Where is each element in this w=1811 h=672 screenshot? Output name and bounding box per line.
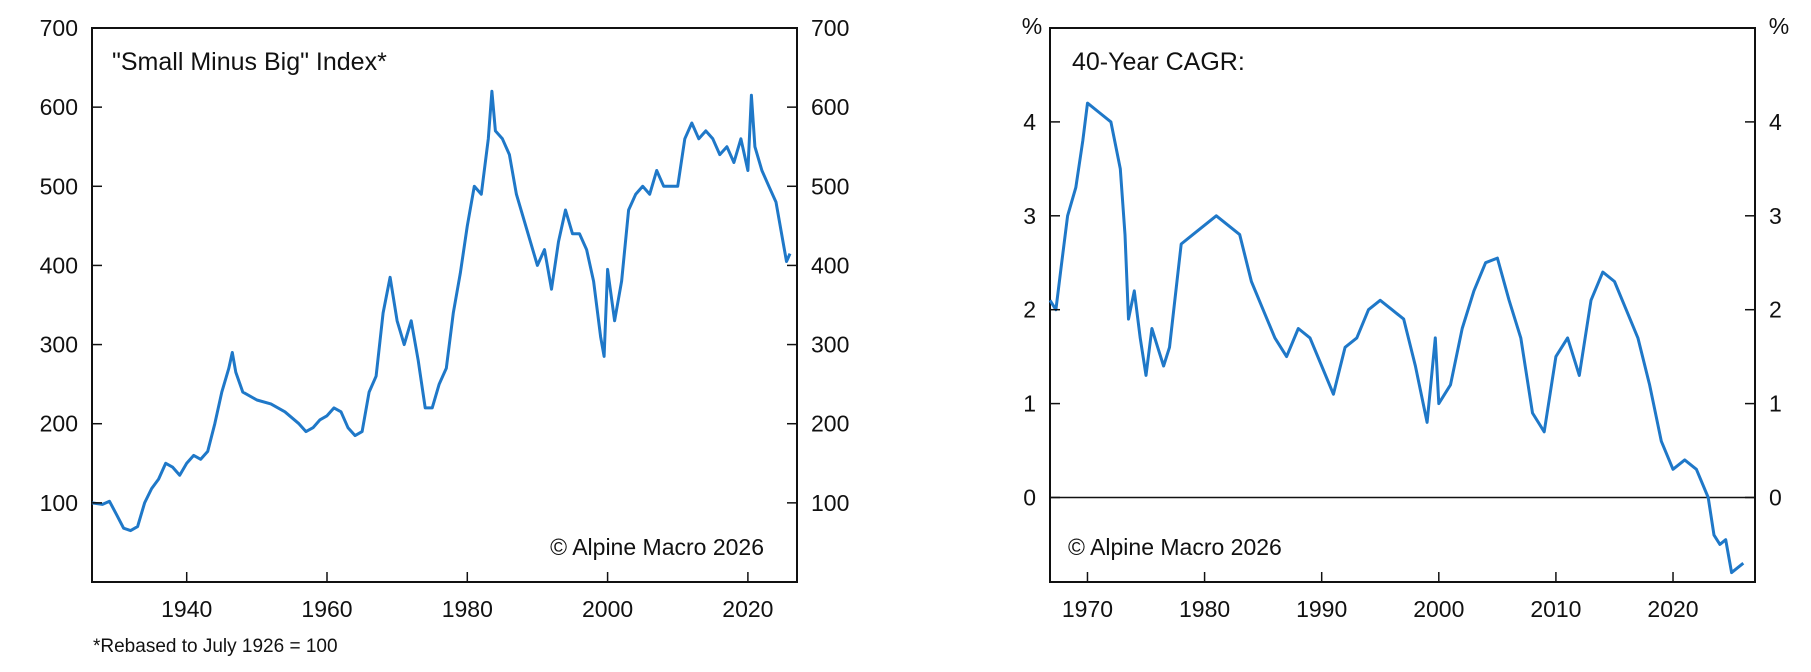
chart-title: "Small Minus Big" Index* [112,48,387,76]
copyright-annotation: © Alpine Macro 2026 [1068,534,1282,560]
smb-index-line [91,89,792,533]
y-tick-label-left: 200 [40,411,78,437]
smb-index-panel: 100 200 300 400 500 600 700 100 200 300 400 500 600… [40,15,850,622]
chart-title: 40-Year CAGR: [1072,48,1245,76]
x-tick-label: 1940 [161,596,212,622]
x-tick-label: 2000 [1413,596,1464,622]
x-tick-label: 1980 [1179,596,1230,622]
x-tick-label: 1990 [1296,596,1347,622]
x-tick-label: 2010 [1530,596,1581,622]
y-tick-label-left: 1 [1023,391,1036,417]
plot-frame [1049,27,1756,583]
footnote: *Rebased to July 1926 = 100 [93,636,338,657]
y-tick-label-left: 300 [40,332,78,358]
x-tick-label: 1980 [442,596,493,622]
y-tick-label-left: 500 [40,173,78,199]
cagr-panel: 0 1 2 3 4 0 1 2 3 4 1970 1980 1990 2000 2010 2020 % %… [1022,13,1789,622]
y-tick-label-right: 400 [811,252,849,278]
x-tick-label: 2000 [582,596,633,622]
plot-frame [91,27,798,583]
y-tick-label-left: 600 [40,94,78,120]
y-tick-label-left: 100 [40,490,78,516]
y-tick-label-right: 4 [1769,109,1782,135]
y-tick-label-left: 0 [1023,484,1036,510]
y-tick-label-right: 3 [1769,203,1782,229]
y-tick-label-left: 3 [1023,203,1036,229]
y-tick-label-right: 700 [811,15,849,41]
y-unit-left: % [1022,13,1042,39]
y-tick-label-left: 4 [1023,109,1036,135]
x-tick-label: 2020 [722,596,773,622]
y-unit-right: % [1769,13,1789,39]
y-tick-label-right: 600 [811,94,849,120]
y-tick-label-left: 700 [40,15,78,41]
y-tick-label-right: 2 [1769,297,1782,323]
y-tick-label-left: 2 [1023,297,1036,323]
y-tick-label-right: 500 [811,173,849,199]
x-tick-label: 1970 [1062,596,1113,622]
y-tick-label-right: 1 [1769,391,1782,417]
x-tick-label: 1960 [301,596,352,622]
x-tick-label: 2020 [1647,596,1698,622]
y-tick-label-right: 300 [811,332,849,358]
copyright-annotation: © Alpine Macro 2026 [550,534,764,560]
y-tick-label-right: 0 [1769,484,1782,510]
cagr-line [1048,101,1745,575]
y-tick-label-right: 100 [811,490,849,516]
y-tick-label-left: 400 [40,252,78,278]
y-tick-label-right: 200 [811,411,849,437]
